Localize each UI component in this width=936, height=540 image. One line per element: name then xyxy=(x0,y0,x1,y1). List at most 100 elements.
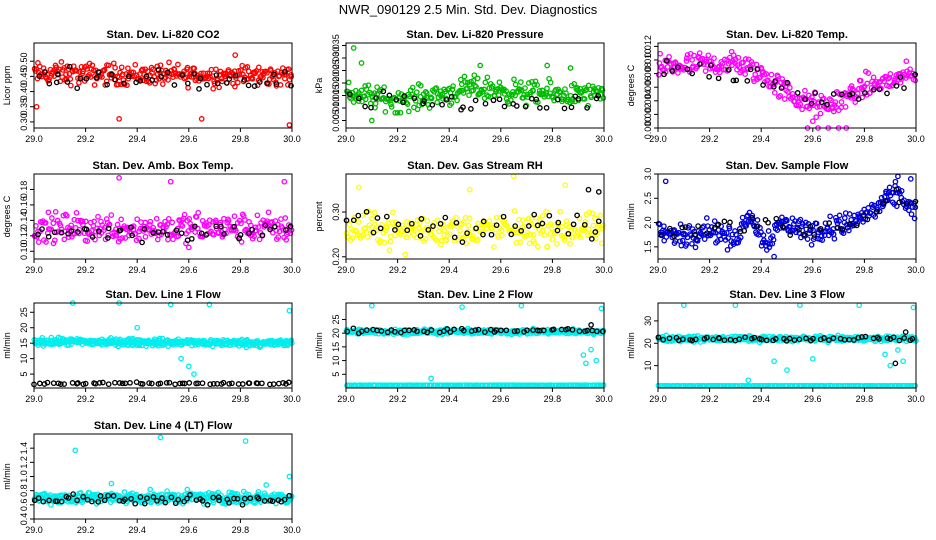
data-point xyxy=(368,90,375,97)
y-tick-label: 0.50 xyxy=(19,52,29,70)
data-point xyxy=(153,215,160,222)
data-point xyxy=(39,226,45,232)
data-point xyxy=(362,96,369,103)
data-point xyxy=(870,86,877,93)
data-point xyxy=(453,219,460,226)
series-main xyxy=(343,302,607,382)
data-point xyxy=(395,89,402,96)
data-point xyxy=(148,380,155,387)
data-point xyxy=(82,218,89,225)
data-point xyxy=(799,106,805,113)
data-point xyxy=(730,77,737,84)
data-point xyxy=(152,80,159,87)
data-point xyxy=(453,214,459,221)
x-tick-label: 29.8 xyxy=(544,134,562,144)
x-tick-label: 29.8 xyxy=(232,394,250,404)
data-point xyxy=(721,218,728,225)
data-point xyxy=(220,379,227,386)
data-point xyxy=(865,70,872,76)
data-point xyxy=(872,214,879,220)
data-point xyxy=(689,240,695,247)
data-point xyxy=(108,480,115,487)
data-point xyxy=(792,218,798,224)
data-point xyxy=(33,103,40,110)
data-point xyxy=(893,203,900,210)
data-point xyxy=(567,65,574,71)
data-point xyxy=(534,82,541,88)
data-point xyxy=(770,83,777,90)
data-point xyxy=(191,223,198,230)
data-point xyxy=(167,301,174,308)
data-point xyxy=(831,235,838,242)
data-point xyxy=(364,233,371,240)
data-point xyxy=(569,98,576,105)
data-point xyxy=(378,328,385,334)
data-point xyxy=(727,219,733,226)
data-point xyxy=(836,218,842,224)
y-tick-label: 0.035 xyxy=(331,34,341,57)
x-tick-label: 29.4 xyxy=(128,265,146,275)
data-point xyxy=(440,221,447,228)
data-point xyxy=(108,212,115,218)
data-point xyxy=(519,217,526,223)
data-point xyxy=(596,226,603,233)
data-point xyxy=(231,213,238,220)
series-main xyxy=(31,175,295,251)
data-point xyxy=(402,251,409,258)
data-point xyxy=(511,208,518,214)
data-point xyxy=(213,72,220,78)
data-point xyxy=(162,499,169,506)
data-point xyxy=(730,241,737,248)
data-point xyxy=(895,173,901,180)
data-point xyxy=(439,101,445,108)
data-point xyxy=(836,212,843,219)
y-tick-label: 0.020 xyxy=(331,72,341,95)
data-point xyxy=(89,62,96,69)
data-point xyxy=(371,209,378,216)
data-point xyxy=(147,221,153,228)
data-point xyxy=(132,500,139,507)
data-point xyxy=(582,219,589,225)
plot-frame xyxy=(33,42,293,129)
data-point xyxy=(900,358,906,365)
data-point xyxy=(896,337,903,344)
data-point xyxy=(669,68,676,74)
data-point xyxy=(418,216,425,222)
chart-panel-7: Stan. Dev. Line 1 Flow ml/min 29.0 29.2 29.4… xyxy=(2,289,301,404)
data-point xyxy=(122,496,128,503)
data-point xyxy=(830,108,837,115)
data-point xyxy=(675,64,681,71)
data-point xyxy=(563,90,569,97)
data-point xyxy=(346,221,353,228)
data-point xyxy=(736,226,743,232)
data-point xyxy=(561,234,567,241)
y-axis-label: degrees C xyxy=(2,195,12,237)
data-point xyxy=(680,302,687,309)
data-point xyxy=(344,328,351,335)
data-point xyxy=(576,328,583,335)
data-point xyxy=(711,55,717,62)
data-point xyxy=(524,327,530,334)
data-point xyxy=(692,231,698,238)
data-point xyxy=(210,494,217,501)
chart-panel-2: Stan. Dev. Li-820 Pressure kPa 29.0 29.2 29.… xyxy=(314,29,613,144)
data-point xyxy=(50,240,57,247)
data-point xyxy=(822,220,829,227)
data-point xyxy=(819,237,826,243)
data-point xyxy=(134,324,141,331)
data-point xyxy=(577,234,584,241)
data-point xyxy=(206,301,213,308)
data-point xyxy=(912,204,919,211)
data-point xyxy=(557,208,563,215)
data-point xyxy=(281,496,288,503)
data-point xyxy=(65,230,71,237)
data-point xyxy=(74,85,81,92)
data-point xyxy=(460,219,467,225)
data-point xyxy=(420,100,427,107)
data-point xyxy=(178,230,185,237)
x-tick-label: 29.4 xyxy=(752,394,770,404)
data-point xyxy=(388,104,395,110)
x-tick-label: 29.6 xyxy=(492,134,510,144)
data-point xyxy=(236,217,243,224)
data-point xyxy=(873,208,880,215)
